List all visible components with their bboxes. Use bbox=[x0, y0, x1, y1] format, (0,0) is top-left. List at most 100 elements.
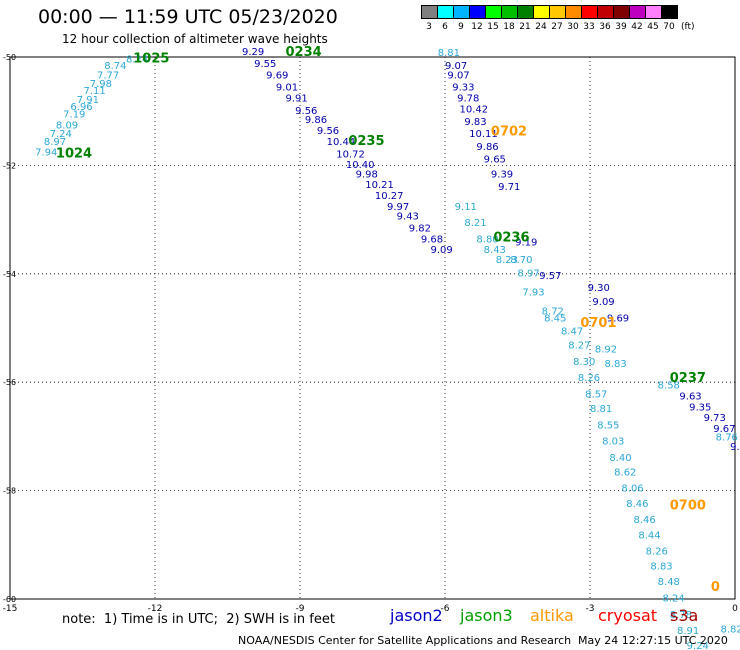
y-tick-label: -52 bbox=[3, 161, 16, 170]
pass-time-label: 0700 bbox=[670, 499, 706, 514]
swh-value: 9.09 bbox=[592, 297, 614, 308]
color-scale-label: 12 bbox=[471, 22, 483, 32]
credit-line: NOAA/NESDIS Center for Satellite Applica… bbox=[238, 634, 572, 647]
swh-value: 9.83 bbox=[464, 117, 486, 128]
chart-title: 00:00 — 11:59 UTC 05/23/2020 bbox=[38, 6, 338, 28]
swh-value: 8.23 bbox=[496, 255, 518, 266]
swh-value: 9.86 bbox=[305, 115, 327, 126]
color-scale-labels: 3 6 9 12 15 18 21 24 27 30 33 36 39 42 45 70 (ft) bbox=[421, 19, 695, 32]
swh-value: 8.62 bbox=[614, 467, 636, 478]
swh-value: 8.48 bbox=[658, 577, 680, 588]
color-scale-label: 9 bbox=[458, 22, 464, 32]
swh-value: 8.27 bbox=[568, 341, 590, 352]
swh-value: 9.68 bbox=[421, 234, 443, 245]
swh-value: 8.82 bbox=[721, 625, 740, 636]
color-scale-label: 33 bbox=[583, 22, 595, 32]
swh-value: 8.03 bbox=[602, 437, 624, 448]
color-scale-label: 30 bbox=[567, 22, 579, 32]
color-scale-unit: (ft) bbox=[681, 22, 695, 32]
pass-time-label: 1024 bbox=[56, 146, 92, 161]
swh-value: 8.09 bbox=[56, 121, 78, 132]
swh-value: 8.24 bbox=[126, 54, 148, 65]
swh-value: 9.56 bbox=[295, 106, 317, 117]
color-scale-label: 70 bbox=[663, 22, 675, 32]
y-tick-label: -56 bbox=[3, 378, 16, 387]
swh-value: 9.09 bbox=[431, 245, 453, 256]
swh-value: 9.71 bbox=[498, 182, 520, 193]
swh-value: 8.21 bbox=[464, 218, 486, 229]
swh-value: 8.80 bbox=[476, 234, 498, 245]
swh-value: 10.44 bbox=[327, 137, 356, 148]
swh-value: 8.46 bbox=[634, 515, 656, 526]
x-tick-label: -9 bbox=[296, 604, 305, 614]
swh-value: 9.33 bbox=[452, 83, 474, 94]
swh-value: 10.11 bbox=[469, 129, 498, 140]
color-scale-label: 3 bbox=[426, 22, 432, 32]
swh-value: 8.72 bbox=[542, 306, 564, 317]
generation-timestamp: May 24 12:27:15 UTC 2020 bbox=[578, 634, 728, 647]
color-scale-label: 39 bbox=[615, 22, 627, 32]
swh-value: 8.58 bbox=[658, 381, 680, 392]
swh-value: 8.70 bbox=[510, 255, 532, 266]
swh-value: 9.82 bbox=[409, 224, 431, 235]
y-tick-label: -54 bbox=[3, 270, 16, 279]
swh-value: 8.57 bbox=[585, 389, 607, 400]
swh-value: 9.67 bbox=[713, 424, 735, 435]
swh-value: 8.55 bbox=[597, 420, 619, 431]
color-scale-label: 36 bbox=[599, 22, 611, 32]
chart-subtitle: 12 hour collection of altimeter wave hei… bbox=[62, 32, 328, 46]
swh-value: 8.45 bbox=[544, 313, 566, 324]
swh-value: 9.69 bbox=[266, 71, 288, 82]
swh-value: 7.98 bbox=[90, 79, 112, 90]
satellite-label-altika: altika bbox=[530, 606, 574, 625]
swh-value: 7.77 bbox=[97, 71, 119, 82]
swh-value: 7.93 bbox=[522, 287, 544, 298]
swh-value: 8.43 bbox=[484, 245, 506, 256]
satellite-label-jason3: jason3 bbox=[460, 606, 513, 625]
x-tick-label: 0 bbox=[732, 604, 738, 614]
swh-value: 9.69 bbox=[607, 313, 629, 324]
color-scale-label: 21 bbox=[519, 22, 531, 32]
swh-value: 8.44 bbox=[638, 530, 660, 541]
color-scale-label: 15 bbox=[487, 22, 499, 32]
footnote: note: 1) Time is in UTC; 2) SWH is in fe… bbox=[62, 612, 335, 627]
swh-value: 9.57 bbox=[539, 271, 561, 282]
swh-value: 8.97 bbox=[44, 137, 66, 148]
swh-value: 8.47 bbox=[561, 327, 583, 338]
swh-value: 9.65 bbox=[484, 155, 506, 166]
swh-value: 7.11 bbox=[83, 86, 105, 97]
swh-value: 8.76 bbox=[716, 433, 738, 444]
color-scale-label: 42 bbox=[631, 22, 643, 32]
pass-time-label: 0234 bbox=[286, 45, 322, 60]
x-tick-label: -3 bbox=[586, 604, 595, 614]
swh-value: 9.35 bbox=[689, 402, 711, 413]
swh-value: 7.24 bbox=[50, 129, 72, 140]
pass-time-label: 0236 bbox=[493, 230, 529, 245]
swh-value: 8.74 bbox=[104, 61, 126, 72]
swh-value: 9.56 bbox=[317, 126, 339, 137]
swh-value: 8.83 bbox=[605, 359, 627, 370]
pass-time-label: 0237 bbox=[670, 371, 706, 386]
pass-time-label: 0 bbox=[711, 580, 720, 595]
pass-time-label: 0235 bbox=[348, 134, 384, 149]
swh-value: 8.30 bbox=[573, 357, 595, 368]
swh-value: 10.72 bbox=[336, 149, 365, 160]
color-scale-label: 45 bbox=[647, 22, 659, 32]
swh-value: 9.55 bbox=[254, 59, 276, 70]
swh-value: 9.07 bbox=[447, 71, 469, 82]
swh-value: 6.96 bbox=[70, 102, 92, 113]
satellite-label-cryosat: cryosat bbox=[598, 606, 658, 625]
color-scale-label: 27 bbox=[551, 22, 563, 32]
swh-value: 8.26 bbox=[646, 547, 668, 558]
swh-value: 9.24 bbox=[687, 641, 709, 650]
swh-value: 9.97 bbox=[387, 202, 409, 213]
swh-value: 8.24 bbox=[663, 594, 685, 605]
swh-value: 8.81 bbox=[590, 404, 612, 415]
swh-value: 7.91 bbox=[77, 95, 99, 106]
swh-value: 8.81 bbox=[438, 48, 460, 59]
swh-value: 8.78 bbox=[670, 610, 692, 621]
swh-value: 9.98 bbox=[356, 169, 378, 180]
swh-value: 9.01 bbox=[276, 83, 298, 94]
swh-value: 9.1 bbox=[730, 442, 740, 453]
